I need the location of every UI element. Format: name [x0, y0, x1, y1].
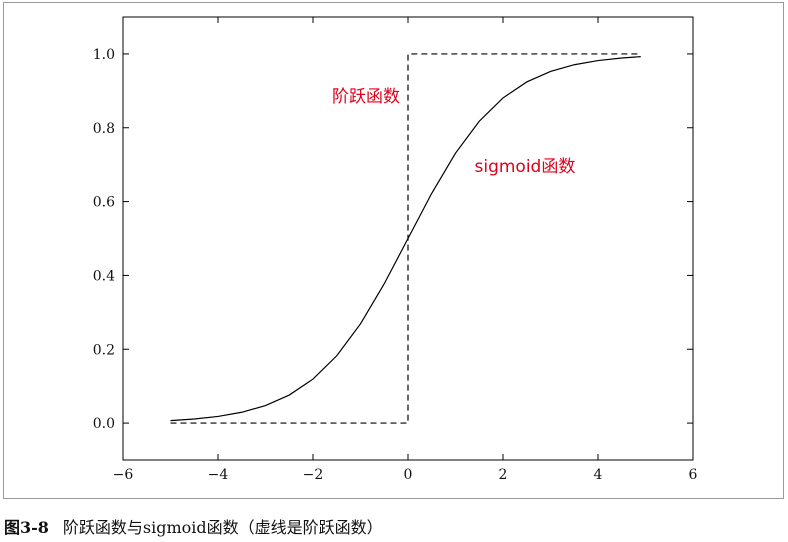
x-tick-label: 6: [689, 467, 698, 483]
sigmoid-function-line: [170, 56, 641, 422]
x-tick-label: 4: [594, 467, 603, 483]
x-tick-label: 0: [404, 467, 413, 483]
x-tick-label: −6: [113, 467, 134, 483]
y-tick-label: 0.6: [93, 195, 115, 211]
y-tick-label: 0.8: [93, 121, 115, 137]
figure-number: 图3-8: [4, 518, 49, 537]
y-tick-label: 0.4: [93, 268, 115, 284]
caption-text: 阶跃函数与sigmoid函数（虚线是阶跃函数）: [62, 518, 383, 537]
x-tick-label: 2: [499, 467, 508, 483]
figure-caption: 图3-8 阶跃函数与sigmoid函数（虚线是阶跃函数）: [4, 514, 383, 538]
y-tick-label: 0.0: [93, 416, 115, 432]
step-function-annotation: 阶跃函数: [332, 87, 400, 107]
x-tick-label: −4: [208, 467, 229, 483]
step-function-line: [170, 53, 641, 424]
figure-frame: [3, 2, 784, 499]
x-tick-label: −2: [303, 467, 324, 483]
sigmoid-step-chart: −6 −4 −2 0 2 4 6 0.0 0.2 0.4 0.6 0.8 1.0 阶跃函数 sigmoid函…: [93, 16, 698, 483]
y-tick-label: 1.0: [93, 47, 115, 63]
sigmoid-function-annotation: sigmoid函数: [475, 157, 576, 177]
y-tick-label: 0.2: [93, 342, 115, 358]
